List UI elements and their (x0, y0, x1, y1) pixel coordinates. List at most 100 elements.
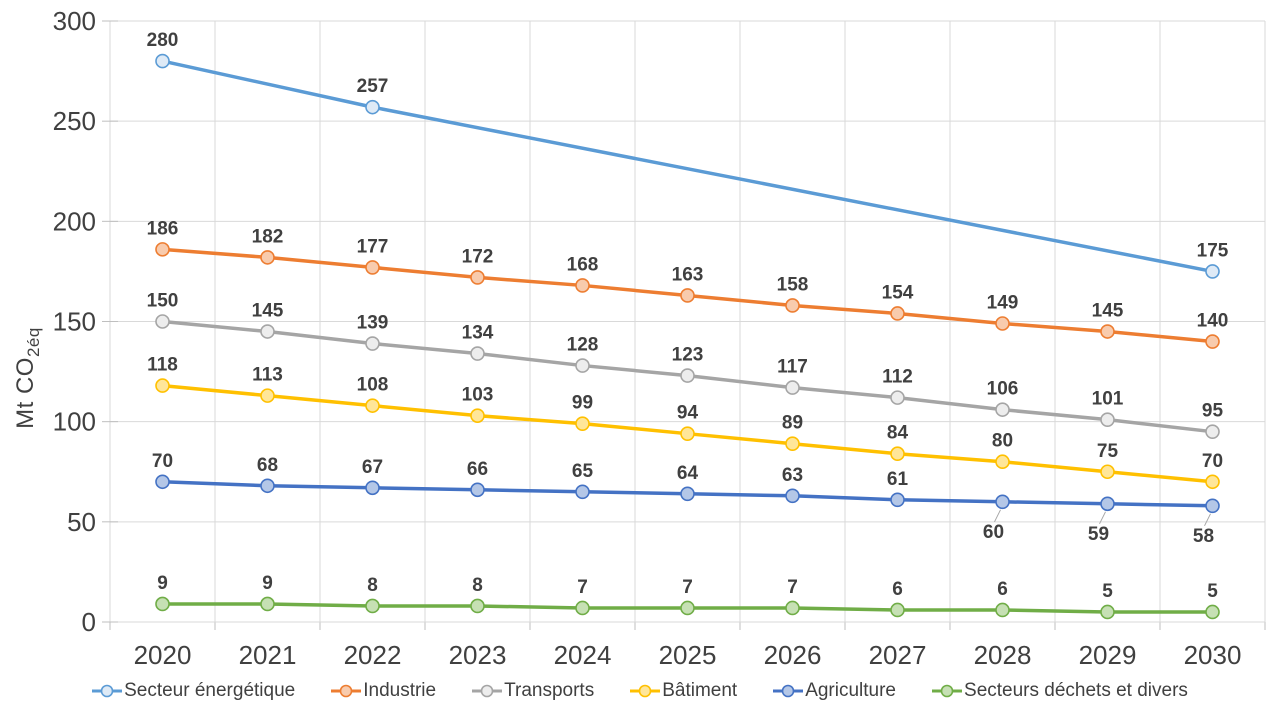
data-point (785, 488, 800, 504)
x-tick-label: 2027 (869, 640, 927, 670)
data-point (260, 388, 275, 403)
legend-marker-icon (472, 684, 503, 698)
data-point (890, 446, 905, 462)
data-point (680, 426, 695, 441)
data-point (1100, 324, 1115, 339)
data-label: 9 (157, 573, 168, 594)
data-label: 9 (262, 573, 273, 594)
data-label: 186 (147, 218, 179, 239)
x-tick-label: 2023 (449, 640, 507, 670)
data-point (785, 600, 800, 616)
data-label: 150 (147, 291, 179, 312)
label-leader-line (994, 509, 1001, 523)
data-label: 59 (1088, 524, 1109, 545)
data-label: 149 (987, 293, 1019, 314)
data-label: 280 (147, 30, 179, 51)
legend-marker-icon (92, 684, 123, 698)
data-label: 63 (782, 465, 803, 486)
legend-marker-icon (773, 684, 804, 698)
data-label: 94 (677, 403, 699, 424)
data-point (890, 602, 905, 618)
data-label: 5 (1102, 581, 1113, 602)
data-point (365, 260, 380, 275)
data-label: 58 (1193, 526, 1214, 547)
data-label: 182 (252, 226, 284, 247)
data-label: 61 (887, 469, 909, 490)
data-label: 80 (992, 431, 1013, 452)
data-point (1100, 604, 1115, 620)
data-label: 117 (777, 357, 808, 378)
x-tick-label: 2026 (764, 640, 822, 670)
data-point (470, 598, 485, 614)
data-point (470, 270, 485, 285)
data-point (575, 358, 590, 373)
x-tick-label: 2022 (344, 640, 402, 670)
gridlines (102, 20, 1266, 630)
x-tick-label: 2024 (554, 640, 612, 670)
legend-item-label: Industrie (363, 680, 437, 701)
y-tick-label: 300 (53, 6, 96, 36)
data-label: 175 (1197, 240, 1229, 261)
data-label: 158 (777, 274, 809, 295)
data-point (890, 390, 905, 405)
data-point (155, 596, 170, 612)
data-label: 113 (252, 365, 283, 386)
x-tick-label: 2020 (134, 640, 192, 670)
data-label: 60 (983, 522, 1004, 543)
data-label: 103 (462, 385, 494, 406)
data-label: 8 (472, 575, 483, 596)
x-tick-label: 2030 (1184, 640, 1242, 670)
legend-item: Bâtiment (630, 680, 737, 702)
data-point (365, 598, 380, 614)
series-b-timent: 118 113 108 103 99 94 89 84 80 75 70 (147, 355, 1223, 490)
data-point (575, 600, 590, 616)
data-point (1100, 496, 1115, 512)
data-label: 75 (1097, 441, 1119, 462)
legend-item-label: Transports (504, 680, 595, 701)
data-point (1205, 604, 1220, 620)
data-label: 84 (887, 423, 909, 444)
data-point (890, 306, 905, 321)
data-point (1205, 498, 1220, 514)
data-point (365, 336, 380, 351)
data-point (365, 480, 380, 496)
data-point (470, 408, 485, 423)
data-label: 8 (367, 575, 378, 596)
x-tick-label: 2029 (1079, 640, 1137, 670)
data-point (155, 242, 170, 257)
data-label: 6 (997, 579, 1008, 600)
data-point (680, 288, 695, 303)
data-point (680, 600, 695, 616)
data-point (260, 478, 275, 494)
data-label: 7 (787, 577, 798, 598)
y-axis-title-subscript: 2éq (24, 327, 43, 358)
data-point (365, 398, 380, 413)
data-label: 89 (782, 413, 803, 434)
data-label: 70 (152, 451, 173, 472)
data-label: 118 (147, 355, 178, 376)
legend-item: Secteurs déchets et divers (932, 680, 1188, 702)
data-point (1100, 464, 1115, 480)
data-point (1205, 334, 1220, 349)
data-label: 7 (577, 577, 588, 598)
data-label: 70 (1202, 451, 1223, 472)
data-point (995, 316, 1010, 331)
data-point (575, 416, 590, 431)
data-label: 7 (682, 577, 693, 598)
legend-marker-icon (630, 684, 661, 698)
series-secteurs-d-chets-et-divers: 9 9 8 8 7 7 7 6 6 5 5 (155, 573, 1220, 620)
legend-item-label: Bâtiment (662, 680, 738, 701)
data-point (260, 250, 275, 265)
data-label: 139 (357, 313, 389, 334)
data-label: 145 (1092, 301, 1124, 322)
data-point (470, 346, 485, 361)
data-point (470, 482, 485, 498)
data-point (995, 602, 1010, 618)
data-point (680, 486, 695, 502)
series-transports: 150 145 139 134 128 123 117 112 106 101 95 (147, 291, 1224, 439)
data-point (995, 454, 1010, 470)
data-label: 95 (1202, 401, 1224, 422)
series-agriculture: 70 68 67 66 65 64 63 61 60 59 58 (152, 451, 1220, 547)
